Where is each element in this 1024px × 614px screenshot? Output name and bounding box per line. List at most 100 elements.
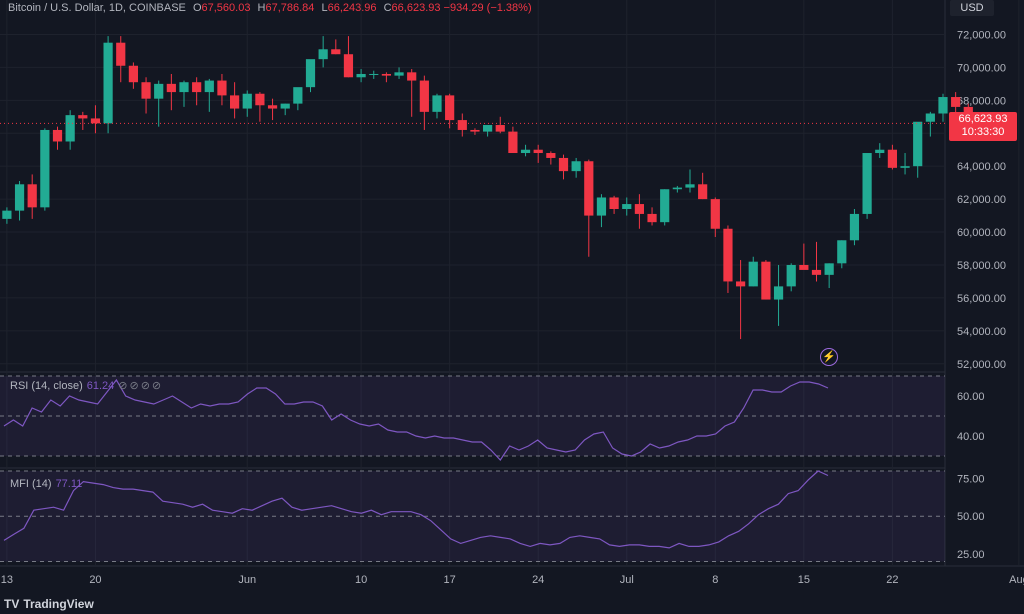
candle-body [343, 54, 354, 78]
time-tick-label: Jul [620, 574, 634, 586]
candle-body [2, 210, 12, 219]
candle-body [596, 197, 607, 216]
candle-body [381, 73, 391, 76]
time-tick-label: 15 [798, 574, 810, 586]
candle-body [78, 115, 88, 119]
brand-name: TradingView [23, 597, 94, 611]
candle-body [483, 125, 493, 132]
mfi-tick-label: 25.00 [957, 549, 985, 561]
candle-body [141, 82, 151, 99]
candle-body [116, 42, 126, 66]
low-label: L [321, 2, 328, 14]
candle-body [811, 269, 822, 275]
candle-body [900, 166, 910, 168]
candle-body [710, 199, 720, 229]
price-tick-label: 72,000.00 [957, 29, 1006, 41]
candle-body [40, 129, 50, 208]
symbol-title: Bitcoin / U.S. Dollar, 1D, COINBASE [8, 2, 186, 14]
candle-body [609, 197, 619, 209]
time-tick-label: 24 [532, 574, 544, 586]
close-label: C [383, 2, 392, 14]
rsi-tick-label: 40.00 [957, 431, 985, 443]
high-value: 67,786.84 [265, 2, 315, 14]
candle-body [356, 73, 366, 78]
candle-body [951, 97, 961, 107]
candle-body [849, 213, 860, 241]
open-value: 67,560.03 [201, 2, 251, 14]
candle-body [723, 228, 733, 282]
time-tick-label: 22 [886, 574, 898, 586]
candle-body [230, 95, 240, 109]
candle-body [457, 120, 467, 130]
tradingview-brand[interactable]: TV TradingView [4, 597, 94, 611]
candle-body [179, 82, 189, 93]
time-tick-label: 13 [1, 574, 13, 586]
mfi-tick-label: 50.00 [957, 511, 985, 523]
candle-body [862, 153, 872, 214]
candle-body [495, 125, 505, 132]
price-tick-label: 70,000.00 [957, 62, 1006, 74]
price-tick-label: 68,000.00 [957, 95, 1006, 107]
mfi-value: 77.11 [55, 478, 83, 490]
rsi-label: RSI (14, close) [10, 380, 83, 392]
symbol-header: Bitcoin / U.S. Dollar, 1D, COINBASE O67,… [8, 2, 532, 14]
candle-body [698, 184, 708, 200]
candle-body [748, 261, 758, 287]
price-tick-label: 64,000.00 [957, 161, 1006, 173]
high-label: H [257, 2, 266, 14]
candle-body [293, 87, 303, 104]
last-price-tag: 66,623.93 10:33:30 [949, 112, 1017, 141]
candle-body [470, 129, 480, 132]
candle-body [280, 103, 290, 109]
rsi-legend[interactable]: RSI (14, close) 61.24 ⊘⊘⊘⊘ [10, 379, 163, 392]
candle-body [761, 261, 771, 300]
candle-body [887, 149, 897, 168]
candle-body [217, 80, 227, 96]
candle-body [166, 83, 176, 93]
close-value: 66,623.93 [391, 2, 441, 14]
time-tick-label: 10 [355, 574, 367, 586]
candle-body [938, 97, 948, 114]
candle-body [432, 95, 442, 112]
candle-body [520, 149, 531, 154]
candle-body [799, 264, 809, 270]
change-value: −934.29 (−1.38%) [443, 2, 532, 14]
price-tick-label: 60,000.00 [957, 227, 1006, 239]
currency-button[interactable]: USD [950, 0, 994, 16]
candle-body [837, 240, 847, 264]
candle-body [622, 204, 632, 209]
price-tick-label: 54,000.00 [957, 326, 1006, 338]
candle-body [407, 72, 417, 81]
candle-body [103, 42, 113, 124]
candle-body [331, 49, 341, 55]
price-tick-label: 52,000.00 [957, 359, 1006, 371]
mfi-line [3, 470, 829, 549]
price-tick-label: 58,000.00 [957, 260, 1006, 272]
candle-body [154, 83, 164, 99]
candle-body [318, 49, 328, 60]
time-tick-label: Jun [238, 574, 256, 586]
candle-body [90, 118, 101, 124]
candle-body [660, 189, 670, 223]
candle-body [913, 121, 923, 167]
candle-body [445, 95, 455, 121]
bolt-icon[interactable]: ⚡ [820, 348, 838, 366]
candle-body [533, 149, 543, 154]
mfi-label: MFI (14) [10, 478, 52, 490]
countdown-timer: 10:33:30 [961, 126, 1005, 138]
candle-body [672, 187, 682, 190]
candle-body [773, 286, 784, 300]
candle-body [128, 65, 138, 83]
candle-body [52, 129, 63, 142]
candle-body [647, 213, 657, 223]
candle-body [558, 157, 569, 172]
candle-body [546, 153, 556, 158]
candle-body [875, 149, 885, 154]
candle-body [685, 184, 695, 188]
candle-body [824, 263, 834, 275]
candle-body [786, 264, 796, 287]
mfi-legend[interactable]: MFI (14) 77.11 [10, 478, 82, 490]
price-tick-label: 62,000.00 [957, 194, 1006, 206]
